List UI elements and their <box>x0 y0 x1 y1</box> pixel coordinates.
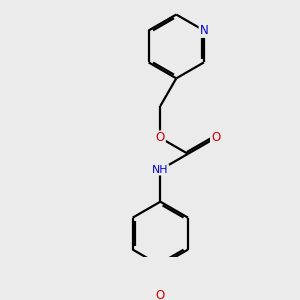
Text: O: O <box>156 289 165 300</box>
Text: O: O <box>211 131 220 144</box>
Text: N: N <box>200 24 208 37</box>
Text: O: O <box>156 131 165 144</box>
Text: NH: NH <box>152 165 169 175</box>
